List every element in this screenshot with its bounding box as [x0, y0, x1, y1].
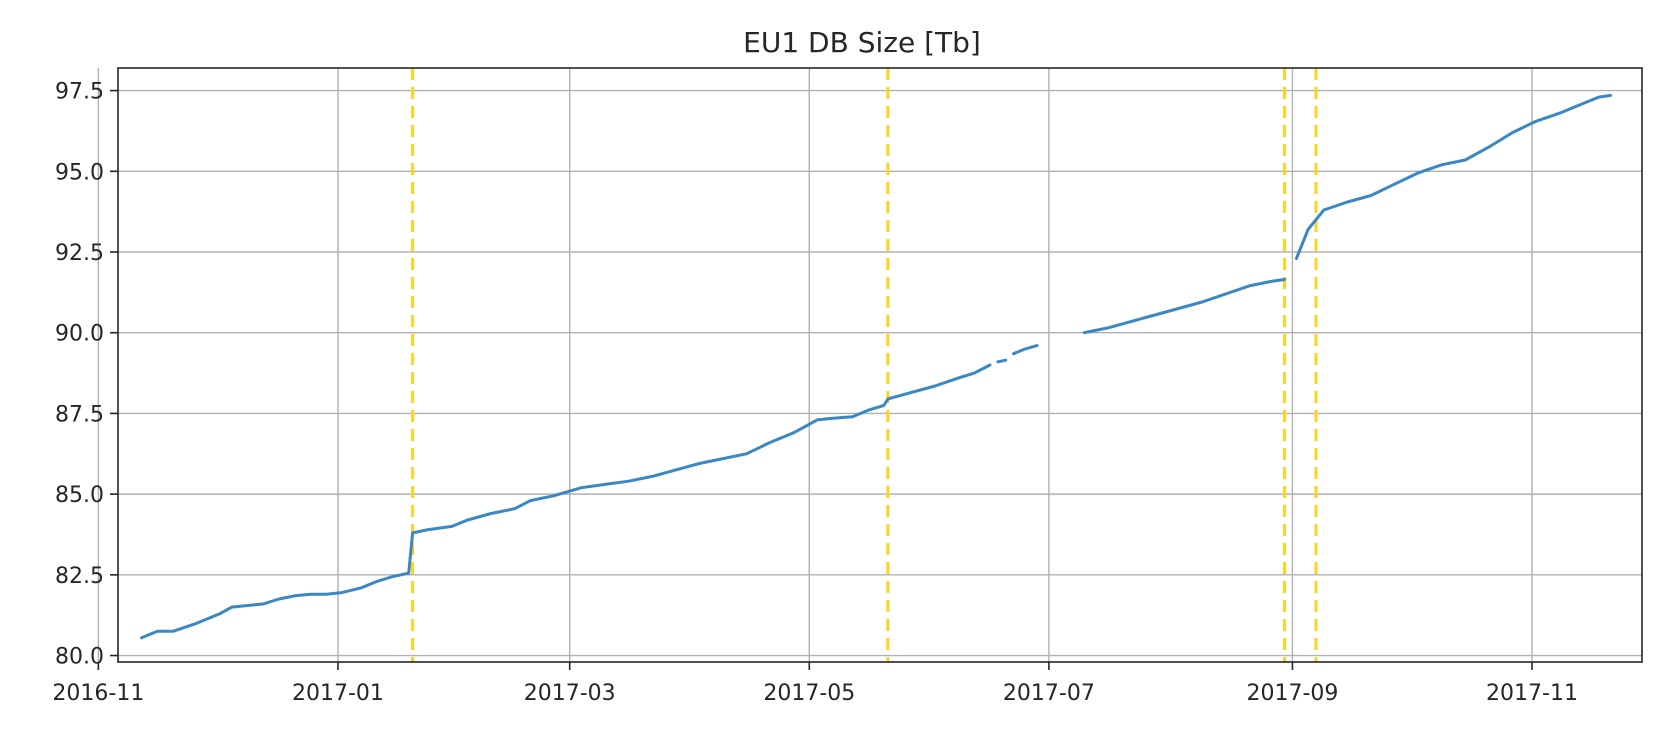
series-line-segment	[1294, 93, 1613, 260]
y-tick-label: 97.5	[55, 80, 104, 105]
y-tick-label: 95.0	[55, 160, 104, 185]
vertical-markers	[411, 68, 1318, 662]
y-axis: 80.0 82.5 85.0 87.5 90.0 92.5 95.0 97.5	[55, 80, 118, 670]
x-tick-label: 2017-01	[292, 681, 384, 706]
y-tick-label: 87.5	[55, 402, 104, 427]
x-tick-label: 2017-09	[1246, 681, 1338, 706]
series-line-segment	[1082, 278, 1287, 335]
series-line-segment	[140, 363, 992, 640]
series	[140, 93, 1613, 640]
y-tick-label: 85.0	[55, 483, 104, 508]
x-tick-label: 2017-05	[763, 681, 855, 706]
x-tick-label: 2016-11	[52, 681, 144, 706]
series-line-segment	[1012, 344, 1039, 356]
chart-title: EU1 DB Size [Tb]	[743, 26, 981, 59]
y-tick-label: 82.5	[55, 564, 104, 589]
x-tick-label: 2017-11	[1486, 681, 1578, 706]
y-tick-label: 80.0	[55, 645, 104, 670]
grid	[97, 68, 1642, 662]
x-tick-label: 2017-07	[1003, 681, 1095, 706]
x-tick-label: 2017-03	[524, 681, 616, 706]
plot-frame	[117, 67, 1643, 663]
x-axis: 2016-11 2017-01 2017-03 2017-05 2017-07 2017-…	[52, 662, 1578, 706]
y-tick-label: 90.0	[55, 322, 104, 347]
y-tick-label: 92.5	[55, 241, 104, 266]
series-line-segment	[996, 358, 1008, 364]
